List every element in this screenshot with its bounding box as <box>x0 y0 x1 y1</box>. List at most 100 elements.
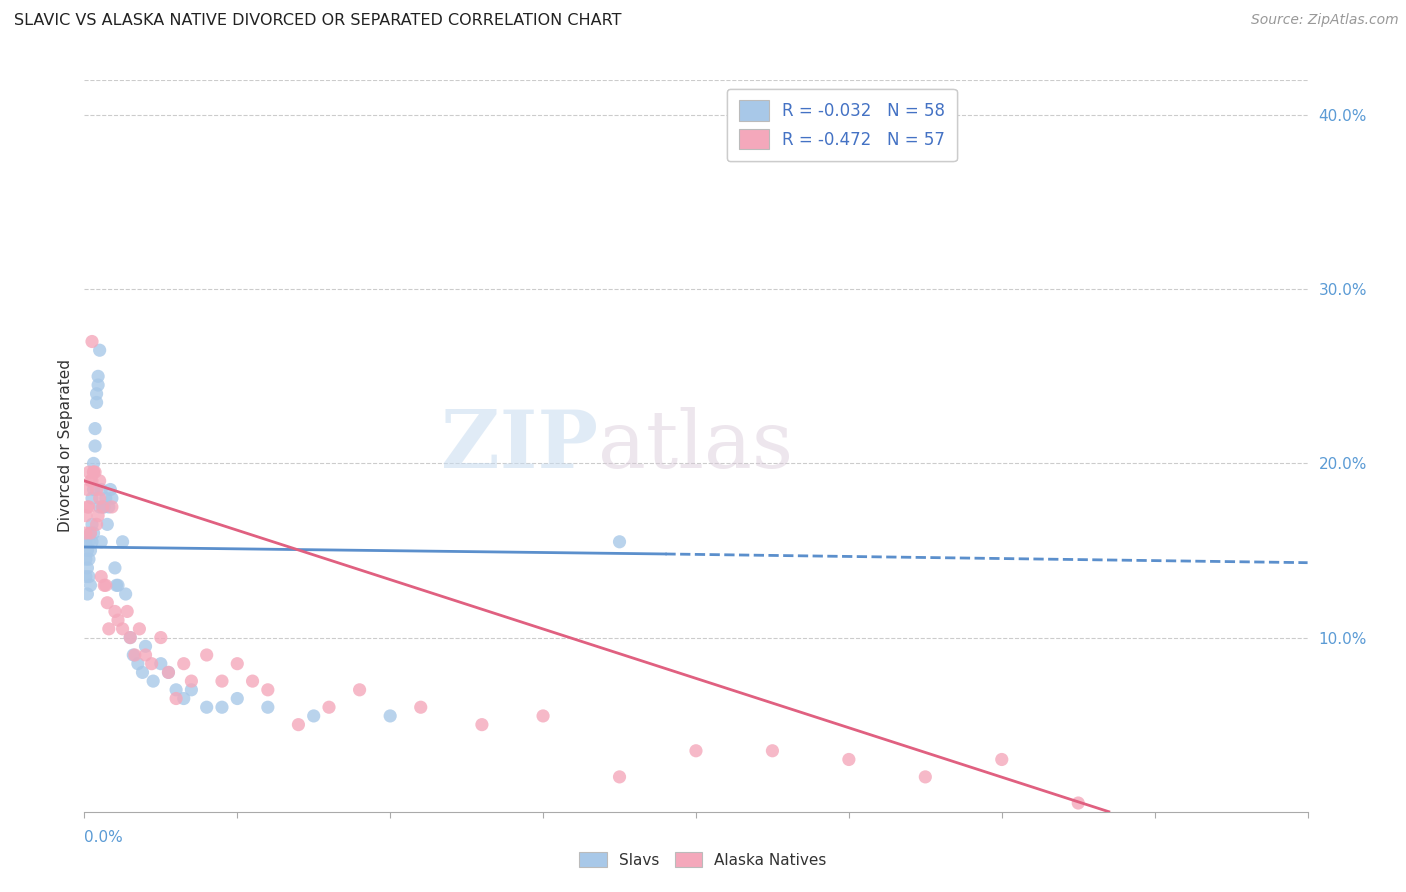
Point <box>96 596 118 610</box>
Point <box>685 744 707 758</box>
Point <box>87 508 110 523</box>
Point <box>75 552 97 566</box>
Point <box>83 483 105 497</box>
Point <box>173 691 195 706</box>
Point <box>349 682 371 697</box>
Text: ZIP: ZIP <box>441 407 598 485</box>
Point <box>80 334 103 349</box>
Point <box>83 457 105 471</box>
Point <box>609 770 631 784</box>
Point <box>135 640 157 654</box>
Point <box>84 465 107 479</box>
Point <box>83 465 105 479</box>
Point <box>173 657 195 671</box>
Point <box>211 700 233 714</box>
Point <box>104 561 127 575</box>
Point <box>120 631 142 645</box>
Text: atlas: atlas <box>598 407 793 485</box>
Point <box>318 700 340 714</box>
Point <box>86 386 108 401</box>
Point <box>76 587 98 601</box>
Point <box>80 517 103 532</box>
Point <box>761 744 783 758</box>
Text: Source: ZipAtlas.com: Source: ZipAtlas.com <box>1251 13 1399 28</box>
Point <box>142 674 165 689</box>
Point <box>149 657 172 671</box>
Point <box>124 648 146 662</box>
Point <box>226 691 249 706</box>
Point <box>104 604 127 618</box>
Point <box>83 526 105 541</box>
Point <box>80 491 103 506</box>
Point <box>302 709 325 723</box>
Point <box>87 378 110 392</box>
Point <box>96 517 118 532</box>
Point <box>135 648 157 662</box>
Point <box>242 674 264 689</box>
Point <box>122 648 145 662</box>
Point <box>84 439 107 453</box>
Point <box>380 709 402 723</box>
Point <box>287 717 309 731</box>
Legend: R = -0.032   N = 58, R = -0.472   N = 57: R = -0.032 N = 58, R = -0.472 N = 57 <box>727 88 956 161</box>
Point <box>257 682 280 697</box>
Legend: Slavs, Alaska Natives: Slavs, Alaska Natives <box>572 844 834 875</box>
Point <box>531 709 554 723</box>
Point <box>111 622 134 636</box>
Point <box>84 421 107 435</box>
Point <box>75 569 97 583</box>
Point <box>165 682 187 697</box>
Point <box>90 483 112 497</box>
Point <box>76 543 98 558</box>
Point <box>89 491 111 506</box>
Point <box>89 474 111 488</box>
Point <box>114 587 136 601</box>
Point <box>101 500 124 514</box>
Point <box>128 622 150 636</box>
Point <box>77 500 100 514</box>
Point <box>127 657 149 671</box>
Point <box>165 691 187 706</box>
Point <box>180 682 202 697</box>
Point <box>86 483 108 497</box>
Point <box>195 700 218 714</box>
Point <box>93 500 115 514</box>
Text: 0.0%: 0.0% <box>84 830 124 845</box>
Point <box>83 465 105 479</box>
Point <box>914 770 936 784</box>
Point <box>77 465 100 479</box>
Point <box>97 500 120 514</box>
Point <box>107 578 129 592</box>
Point <box>111 534 134 549</box>
Point <box>149 631 172 645</box>
Point <box>79 526 101 541</box>
Point <box>93 578 115 592</box>
Point <box>838 752 860 766</box>
Point <box>90 569 112 583</box>
Point <box>115 604 138 618</box>
Point <box>105 578 128 592</box>
Point <box>91 500 114 514</box>
Text: SLAVIC VS ALASKA NATIVE DIVORCED OR SEPARATED CORRELATION CHART: SLAVIC VS ALASKA NATIVE DIVORCED OR SEPA… <box>14 13 621 29</box>
Point <box>211 674 233 689</box>
Point <box>97 622 120 636</box>
Point <box>226 657 249 671</box>
Point <box>76 483 98 497</box>
Point <box>257 700 280 714</box>
Point <box>94 578 117 592</box>
Point <box>80 534 103 549</box>
Point <box>75 534 97 549</box>
Point <box>79 543 101 558</box>
Point <box>89 500 111 514</box>
Point <box>80 474 103 488</box>
Point <box>98 483 121 497</box>
Point <box>101 491 124 506</box>
Point <box>120 631 142 645</box>
Point <box>77 552 100 566</box>
Point <box>157 665 180 680</box>
Point <box>79 474 101 488</box>
Point <box>94 491 117 506</box>
Point <box>86 395 108 409</box>
Point <box>76 561 98 575</box>
Point <box>609 534 631 549</box>
